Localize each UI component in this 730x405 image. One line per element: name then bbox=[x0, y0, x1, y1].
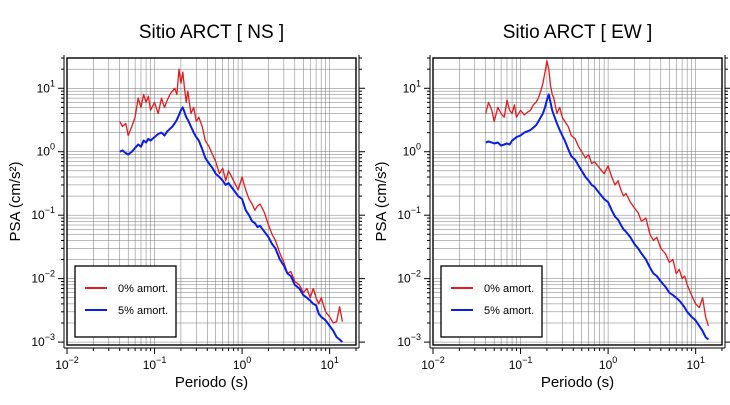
series-line-0pct bbox=[119, 68, 344, 324]
x-tick-label: 101 bbox=[320, 355, 338, 372]
x-tick-label: 101 bbox=[686, 355, 704, 372]
legend-box bbox=[440, 265, 543, 338]
legend: 0% amort. 5% amort. bbox=[74, 265, 177, 338]
legend-label-0: 0% amort. bbox=[118, 283, 168, 295]
y-tick-label: 10−2 bbox=[397, 269, 421, 286]
y-tick-label: 101 bbox=[403, 78, 421, 95]
x-tick-label: 100 bbox=[233, 355, 251, 372]
legend-label-1: 5% amort. bbox=[484, 305, 534, 317]
chart-title: Sitio ARCT [ EW ] bbox=[503, 22, 653, 43]
legend-label-1: 5% amort. bbox=[118, 305, 168, 317]
x-tick-label: 10−2 bbox=[55, 355, 79, 372]
y-tick-label: 100 bbox=[37, 142, 55, 159]
y-axis-label: PSA (cm/s²) bbox=[373, 161, 390, 241]
y-tick-label: 10−3 bbox=[397, 332, 421, 349]
y-tick-label: 100 bbox=[403, 142, 421, 159]
tick-marks bbox=[58, 57, 365, 354]
y-tick-label: 10−1 bbox=[31, 205, 55, 222]
plot-frame bbox=[432, 57, 723, 346]
legend-label-0: 0% amort. bbox=[484, 283, 534, 295]
legend: 0% amort. 5% amort. bbox=[440, 265, 543, 338]
y-tick-label: 10−3 bbox=[31, 332, 55, 349]
x-axis-label: Periodo (s) bbox=[175, 374, 248, 391]
legend-box bbox=[74, 265, 177, 338]
y-tick-label: 101 bbox=[37, 78, 55, 95]
x-tick-label: 100 bbox=[599, 355, 617, 372]
x-tick-label: 10−1 bbox=[143, 355, 167, 372]
series-line-0pct bbox=[485, 60, 710, 327]
x-tick-label: 10−1 bbox=[509, 355, 533, 372]
y-axis-label: PSA (cm/s²) bbox=[7, 161, 24, 241]
x-axis-label: Periodo (s) bbox=[541, 374, 614, 391]
tick-marks bbox=[424, 57, 730, 354]
series-line-5pct bbox=[119, 106, 344, 343]
plot-frame bbox=[66, 57, 357, 346]
x-tick-label: 10−2 bbox=[421, 355, 445, 372]
y-tick-label: 10−2 bbox=[31, 269, 55, 286]
chart-title: Sitio ARCT [ NS ] bbox=[139, 22, 284, 43]
series-line-5pct bbox=[485, 93, 710, 341]
y-tick-label: 10−1 bbox=[397, 205, 421, 222]
